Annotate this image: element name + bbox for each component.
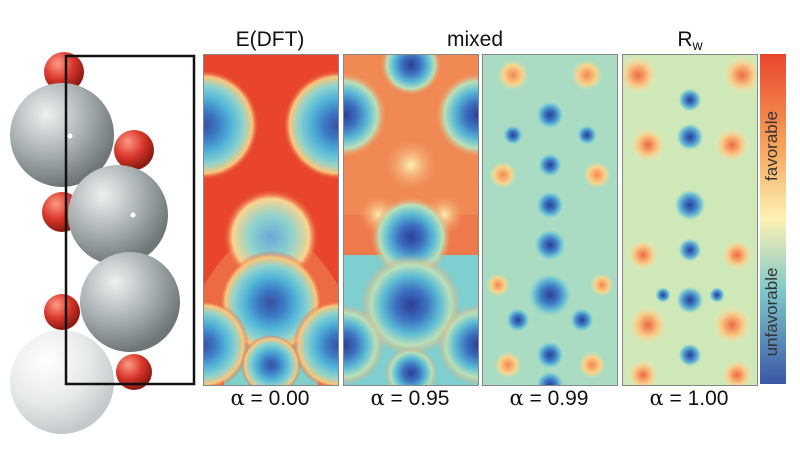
- energy-map-alpha-0-99: [482, 54, 618, 386]
- metal-atom: [10, 83, 114, 187]
- metal-atom: [68, 165, 168, 265]
- metal-atom: [80, 252, 180, 352]
- alpha-label: α = 0.95: [370, 386, 450, 410]
- colorbar: [760, 54, 786, 384]
- energy-map-alpha-1-00: [622, 54, 758, 386]
- alpha-label: α = 0.99: [509, 386, 589, 410]
- oxygen-atom: [116, 354, 152, 390]
- energy-map-alpha-0-00: [203, 54, 339, 386]
- energy-map-alpha-0-95: [343, 54, 479, 386]
- colorbar-label-favorable: favorable: [762, 111, 781, 181]
- ghost-atom: [10, 330, 114, 434]
- atomic-structure: [10, 52, 196, 434]
- alpha-label: α = 0.00: [230, 386, 310, 410]
- oxygen-atom: [114, 130, 154, 170]
- colorbar-label-unfavorable: unfavorable: [762, 267, 781, 357]
- panel-title: mixed: [446, 28, 504, 51]
- oxygen-atom: [44, 294, 80, 330]
- unit-cell-box: [64, 54, 196, 386]
- alpha-label: α = 1.00: [649, 386, 729, 410]
- oxygen-atom: [44, 52, 84, 92]
- panel-title: E(DFT): [235, 28, 305, 51]
- panel-title: Rw: [677, 28, 703, 53]
